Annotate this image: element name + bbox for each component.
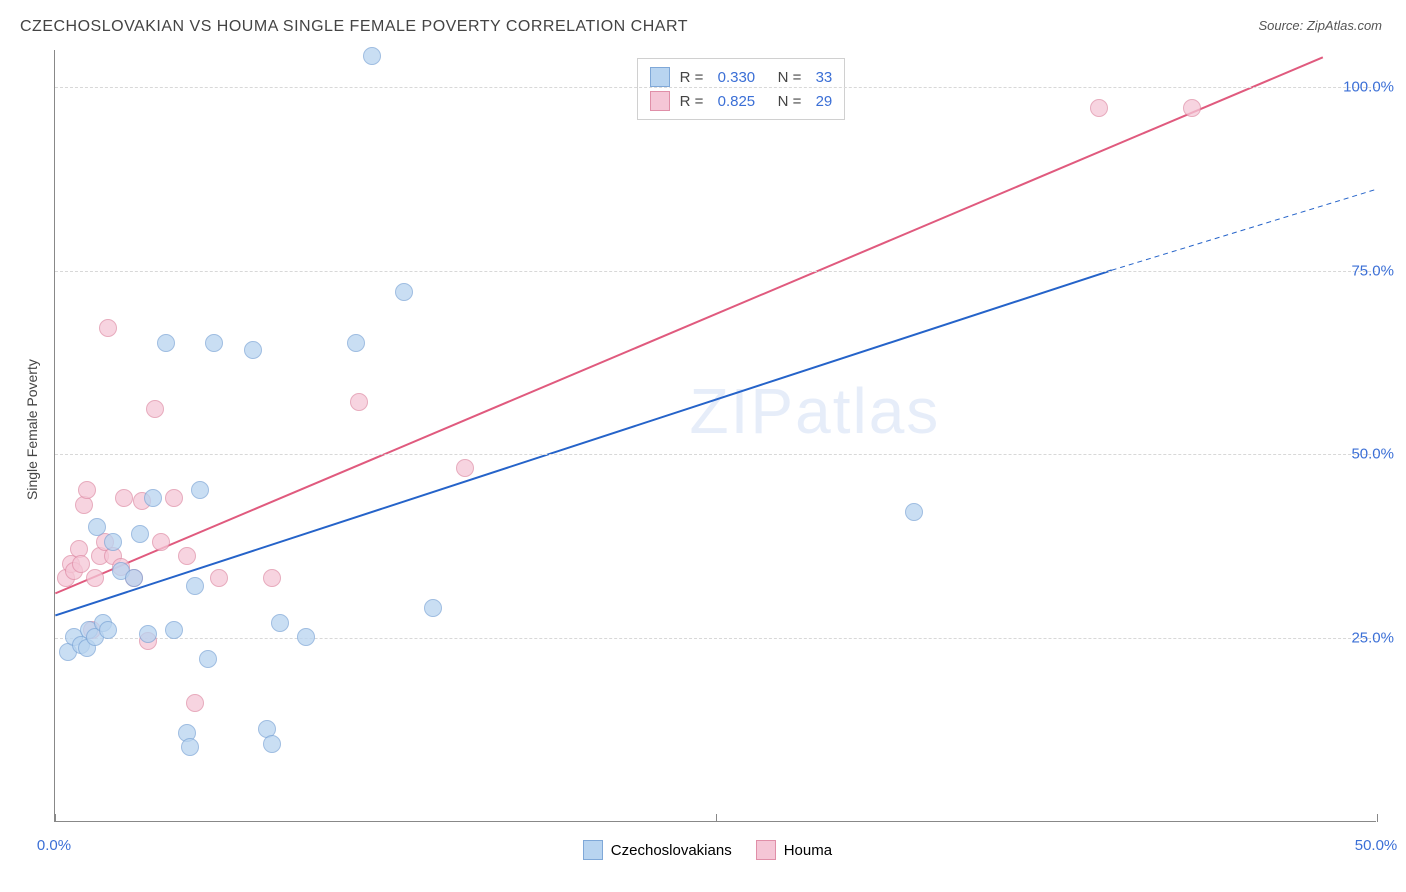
x-tick (1377, 814, 1378, 822)
scatter-point-czechoslovakians (88, 518, 106, 536)
y-tick-label: 100.0% (1343, 78, 1394, 95)
scatter-point-czechoslovakians (297, 628, 315, 646)
scatter-point-houma (1090, 99, 1108, 117)
scatter-point-houma (456, 459, 474, 477)
chart-title: CZECHOSLOVAKIAN VS HOUMA SINGLE FEMALE P… (20, 18, 688, 36)
correlation-stats-box: R = 0.330 N = 33R = 0.825 N = 29 (637, 58, 846, 120)
scatter-point-czechoslovakians (395, 283, 413, 301)
scatter-point-czechoslovakians (165, 621, 183, 639)
y-axis-label: Single Female Poverty (24, 359, 40, 500)
legend-item-houma: Houma (756, 840, 832, 860)
scatter-point-houma (152, 533, 170, 551)
scatter-point-houma (263, 569, 281, 587)
chart-source: Source: ZipAtlas.com (1258, 18, 1382, 33)
scatter-point-czechoslovakians (347, 334, 365, 352)
scatter-point-czechoslovakians (99, 621, 117, 639)
scatter-point-houma (350, 393, 368, 411)
scatter-point-houma (165, 489, 183, 507)
r-value: 0.825 (718, 93, 756, 110)
scatter-point-czechoslovakians (144, 489, 162, 507)
legend-label: Houma (784, 842, 832, 859)
series-legend: Czechoslovakians Houma (583, 840, 832, 860)
scatter-point-houma (1183, 99, 1201, 117)
scatter-point-czechoslovakians (244, 341, 262, 359)
swatch-icon (650, 67, 670, 87)
scatter-point-czechoslovakians (199, 650, 217, 668)
correlation-chart: CZECHOSLOVAKIAN VS HOUMA SINGLE FEMALE P… (0, 0, 1406, 892)
scatter-point-houma (178, 547, 196, 565)
gridline (55, 638, 1376, 639)
scatter-point-czechoslovakians (905, 503, 923, 521)
r-label: R = (680, 93, 708, 110)
plot-area: ZIPatlas R = 0.330 N = 33R = 0.825 N = 2… (54, 50, 1376, 822)
legend-label: Czechoslovakians (611, 842, 732, 859)
x-tick-label: 0.0% (37, 837, 71, 854)
r-value: 0.330 (718, 69, 756, 86)
stats-row-czechoslovakians: R = 0.330 N = 33 (650, 65, 833, 89)
legend-item-czechoslovakians: Czechoslovakians (583, 840, 732, 860)
n-value: 33 (816, 69, 833, 86)
scatter-point-houma (146, 400, 164, 418)
trendline-extrapolation-czechoslovakians (1112, 190, 1376, 271)
swatch-icon (756, 840, 776, 860)
swatch-icon (650, 91, 670, 111)
n-label: N = (765, 93, 805, 110)
swatch-icon (583, 840, 603, 860)
scatter-point-czechoslovakians (181, 738, 199, 756)
scatter-point-czechoslovakians (424, 599, 442, 617)
x-tick (55, 814, 56, 822)
r-label: R = (680, 69, 708, 86)
gridline (55, 454, 1376, 455)
scatter-point-czechoslovakians (125, 569, 143, 587)
trendlines-layer (55, 50, 1376, 821)
x-tick (716, 814, 717, 822)
scatter-point-czechoslovakians (157, 334, 175, 352)
scatter-point-czechoslovakians (191, 481, 209, 499)
scatter-point-czechoslovakians (186, 577, 204, 595)
scatter-point-czechoslovakians (205, 334, 223, 352)
scatter-point-houma (86, 569, 104, 587)
y-tick-label: 25.0% (1351, 630, 1394, 647)
gridline (55, 271, 1376, 272)
n-value: 29 (816, 93, 833, 110)
scatter-point-houma (78, 481, 96, 499)
y-tick-label: 75.0% (1351, 262, 1394, 279)
scatter-point-czechoslovakians (131, 525, 149, 543)
x-tick-label: 50.0% (1355, 837, 1398, 854)
scatter-point-czechoslovakians (139, 625, 157, 643)
scatter-point-czechoslovakians (271, 614, 289, 632)
scatter-point-houma (210, 569, 228, 587)
trendline-czechoslovakians (55, 270, 1111, 615)
scatter-point-houma (99, 319, 117, 337)
scatter-point-czechoslovakians (263, 735, 281, 753)
trendline-houma (55, 57, 1322, 593)
scatter-point-houma (115, 489, 133, 507)
scatter-point-czechoslovakians (363, 47, 381, 65)
n-label: N = (765, 69, 805, 86)
scatter-point-houma (72, 555, 90, 573)
stats-row-houma: R = 0.825 N = 29 (650, 89, 833, 113)
scatter-point-czechoslovakians (104, 533, 122, 551)
gridline (55, 87, 1376, 88)
scatter-point-houma (186, 694, 204, 712)
y-tick-label: 50.0% (1351, 446, 1394, 463)
